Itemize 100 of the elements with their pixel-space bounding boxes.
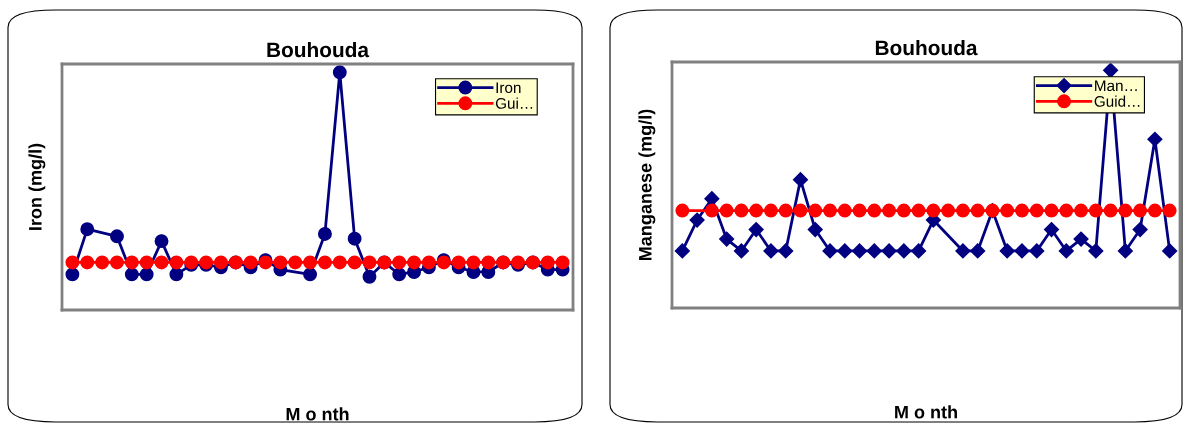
point — [955, 203, 970, 218]
chart-title: Bouhouda — [875, 39, 978, 56]
point — [734, 203, 749, 218]
point — [749, 203, 764, 218]
point — [881, 243, 897, 259]
point — [317, 255, 332, 270]
point — [778, 243, 794, 259]
x-axis-title: M o nth — [286, 407, 349, 421]
point — [362, 269, 377, 284]
point — [1044, 203, 1059, 218]
point — [941, 203, 956, 218]
point — [748, 221, 764, 238]
point — [1132, 221, 1148, 238]
point — [1162, 243, 1178, 259]
point — [704, 203, 719, 218]
point — [273, 255, 288, 270]
point — [332, 65, 347, 80]
point — [421, 255, 436, 270]
point — [808, 203, 823, 218]
point — [110, 229, 124, 244]
point — [719, 231, 735, 247]
point — [970, 203, 985, 218]
point — [65, 255, 80, 270]
point — [555, 255, 570, 270]
point — [851, 243, 868, 259]
point — [139, 255, 154, 270]
point — [303, 267, 318, 282]
point — [1103, 62, 1119, 78]
point — [362, 255, 377, 270]
point — [675, 203, 690, 218]
point — [317, 226, 332, 241]
point — [852, 203, 867, 218]
point — [288, 255, 303, 270]
point — [407, 255, 422, 270]
point — [1133, 203, 1148, 218]
point — [1088, 243, 1104, 259]
point — [823, 203, 837, 218]
point — [999, 243, 1015, 259]
point — [1029, 243, 1045, 259]
point — [169, 267, 184, 282]
point — [392, 255, 407, 270]
point — [719, 203, 734, 218]
point — [763, 243, 779, 259]
point — [866, 243, 882, 259]
point — [243, 255, 258, 270]
point — [778, 203, 793, 218]
point — [1073, 231, 1089, 247]
point — [792, 172, 809, 188]
point — [911, 243, 927, 259]
y-axis-title: Iron (mg/l) — [28, 143, 46, 230]
point — [154, 255, 169, 270]
point — [451, 255, 466, 270]
point — [347, 255, 362, 270]
point — [80, 222, 95, 237]
point — [822, 243, 838, 259]
point — [1015, 203, 1029, 218]
point — [733, 243, 749, 259]
point — [689, 212, 705, 228]
chart-title: Bouhouda — [267, 41, 370, 58]
point — [110, 255, 124, 270]
point — [674, 243, 690, 259]
point — [1074, 203, 1089, 218]
point — [896, 203, 911, 218]
point — [1103, 203, 1118, 218]
legend-label: Gui… — [495, 97, 533, 109]
point — [1162, 203, 1177, 218]
point — [1058, 243, 1074, 259]
point — [392, 267, 407, 282]
point — [80, 255, 95, 270]
point — [1029, 203, 1044, 218]
point — [955, 243, 971, 259]
point — [837, 203, 852, 218]
point — [154, 234, 169, 249]
legend-label: Iron — [496, 82, 521, 94]
point — [926, 203, 941, 218]
point — [139, 267, 154, 282]
point — [124, 255, 139, 270]
y-axis-title: Manganese (mg/l) — [638, 109, 656, 261]
point — [1014, 243, 1030, 259]
point — [1147, 131, 1163, 147]
point — [303, 255, 318, 270]
point — [793, 203, 808, 218]
x-axis-title: M o nth — [895, 405, 957, 419]
point — [1117, 243, 1133, 259]
point — [807, 221, 823, 238]
point — [1000, 203, 1015, 218]
point — [1118, 203, 1133, 218]
point — [466, 255, 481, 270]
point — [481, 255, 496, 270]
point — [911, 203, 926, 218]
point — [347, 231, 362, 246]
point — [124, 267, 139, 282]
point — [1147, 203, 1162, 218]
point — [1088, 203, 1103, 218]
point — [213, 255, 228, 270]
point — [95, 255, 110, 270]
point — [896, 243, 912, 259]
point — [1059, 203, 1074, 218]
point — [763, 203, 778, 218]
point — [332, 255, 347, 270]
